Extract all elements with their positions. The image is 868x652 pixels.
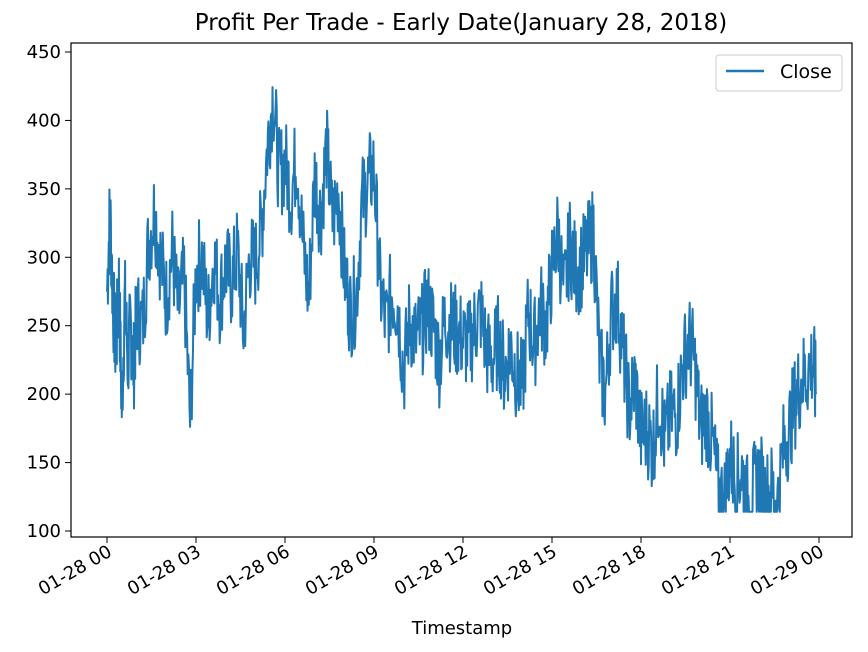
x-tick-label: 01-29 00	[747, 541, 828, 600]
y-tick-label: 350	[27, 179, 61, 200]
y-axis: 100 150 200 250 300 350 400 450	[27, 42, 71, 542]
y-tick-label: 150	[27, 453, 61, 474]
x-tick-label: 01-28 09	[302, 541, 383, 600]
x-axis-label: Timestamp	[411, 618, 512, 639]
plot-area	[106, 86, 817, 513]
x-tick-label: 01-28 06	[213, 541, 294, 600]
axes-frame	[70, 42, 853, 538]
y-tick-label: 450	[27, 42, 61, 63]
y-tick-label: 200	[27, 384, 61, 405]
legend: Close	[715, 54, 843, 92]
x-tick-label: 01-28 15	[480, 541, 561, 600]
y-tick-label: 300	[27, 247, 61, 268]
series-line-close	[106, 86, 817, 513]
x-tick-label: 01-28 21	[658, 541, 739, 600]
legend-box	[715, 54, 843, 92]
y-tick-label: 250	[27, 316, 61, 337]
x-tick-label: 01-28 12	[391, 541, 472, 600]
x-tick-label: 01-28 03	[124, 541, 205, 600]
y-tick-label: 100	[27, 521, 61, 542]
chart-title: Profit Per Trade - Early Date(January 28…	[195, 10, 727, 36]
x-tick-label: 01-28 00	[35, 541, 116, 600]
y-tick-label: 400	[27, 110, 61, 131]
x-tick-label: 01-28 18	[569, 541, 650, 600]
legend-label-close: Close	[780, 61, 832, 83]
x-axis: 01-28 00 01-28 03 01-28 06 01-28 09 01-28 12…	[35, 537, 828, 600]
